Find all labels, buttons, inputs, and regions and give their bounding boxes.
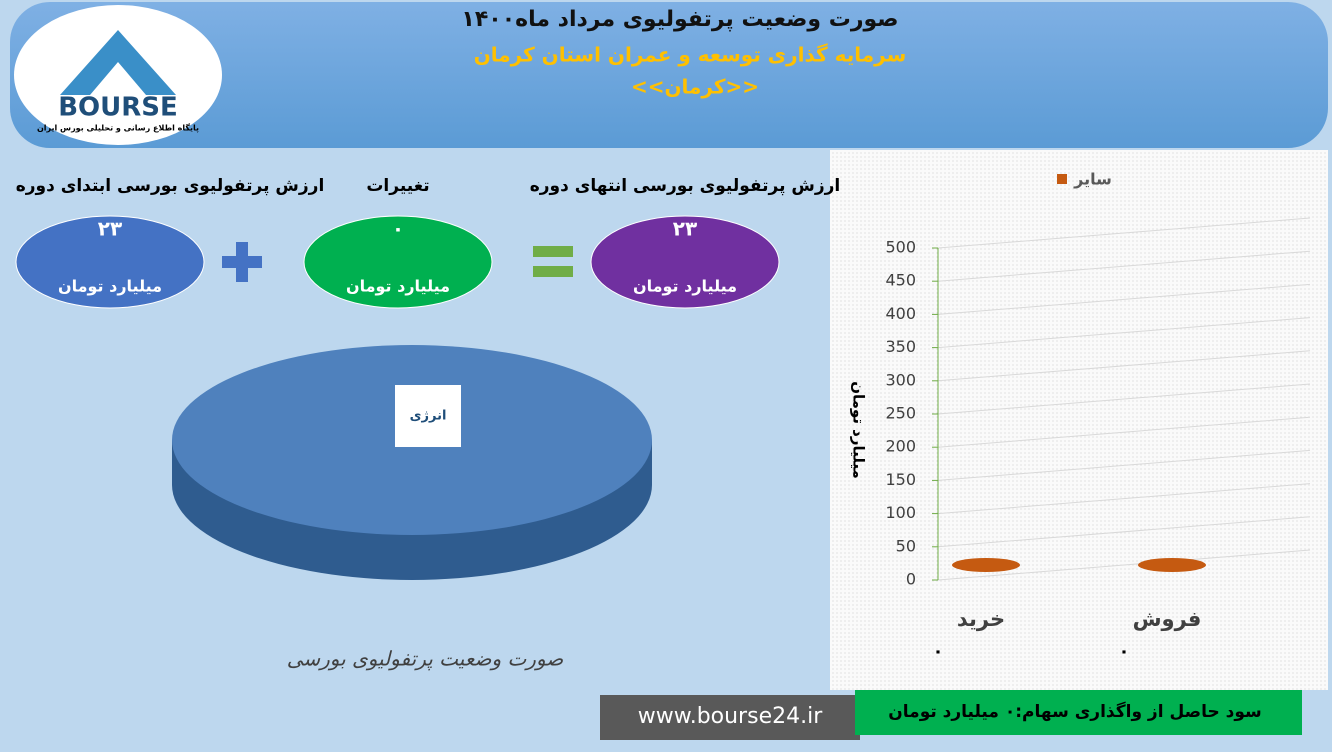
summary-unit: میلیارد تومان [58,277,162,296]
summary-oval [303,215,493,309]
pie-label: انرژی [410,409,447,424]
equals [533,246,573,277]
y-tick-label: 100 [885,503,916,522]
bar-top [952,558,1020,572]
logo-icon [60,30,176,95]
grid-line [937,217,1311,249]
grid-line [937,416,1311,448]
summary-label: تغییرات [366,176,429,196]
title: صورت وضعیت پرتفولیوی مرداد ماه۱۴۰۰ [461,7,898,32]
website[interactable]: www.bourse24.ir [638,704,823,729]
y-tick-label: 50 [896,536,916,555]
value-label: ۰ [1119,641,1130,662]
y-tick-label: 150 [885,470,916,489]
grid-line [937,350,1311,382]
summary-oval [590,215,780,309]
y-tick-label: 450 [885,271,916,290]
summary-unit: میلیارد تومان [346,277,450,296]
y-tick-label: 300 [885,370,916,389]
header-band [10,2,1328,148]
profit: سود حاصل از واگذاری سهام:۰ میلیارد تومان [888,701,1261,722]
legend-label: سایر [1073,170,1112,189]
summary-unit: میلیارد تومان [633,277,737,296]
y-tick-label: 0 [906,570,916,589]
x-tick-label: فروش [1133,607,1202,631]
bar-top [1138,558,1206,572]
summary-value: ۲۳ [98,217,122,241]
value-label: ۰ [933,641,944,662]
x-tick-label: خرید [957,607,1005,631]
grid-line [937,516,1311,548]
grid-line [937,283,1311,315]
grid-line [937,383,1311,415]
plus [222,242,262,282]
logo-caption: پایگاه اطلاع رسانی و تحلیلی بورس ایران [37,123,199,134]
bar-panel [830,150,1328,690]
summary-oval [15,215,205,309]
grid-line [937,317,1311,349]
summary-value: ۲۳ [673,217,697,241]
y-tick-label: 500 [885,238,916,257]
y-axis-label: میلیارد تومان [850,381,868,479]
pie-label-box [395,385,461,447]
y-tick-label: 250 [885,404,916,423]
summary-label: ارزش پرتفولیوی بورسی ابتدای دوره [16,176,325,196]
y-tick-label: 350 [885,337,916,356]
symbol: <<کرمان>> [631,75,759,99]
summary-label: ارزش پرتفولیوی بورسی انتهای دوره [530,176,841,196]
grid-line [937,549,1311,581]
y-tick-label: 400 [885,304,916,323]
grid-line [937,483,1311,515]
subtitle: سرمایه گذاری توسعه و عمران استان کرمان [474,43,907,67]
profit-box [855,690,1302,735]
logo-bg [14,5,222,145]
grid-line [937,449,1311,481]
legend-swatch [1057,174,1067,184]
website-box [600,695,860,740]
logo-text: BOURSE [58,93,178,123]
pie-title: صورت وضعیت پرتفولیوی بورسی [287,647,565,671]
y-tick-label: 200 [885,437,916,456]
summary-value: ۰ [392,217,404,241]
grid-line [937,250,1311,282]
